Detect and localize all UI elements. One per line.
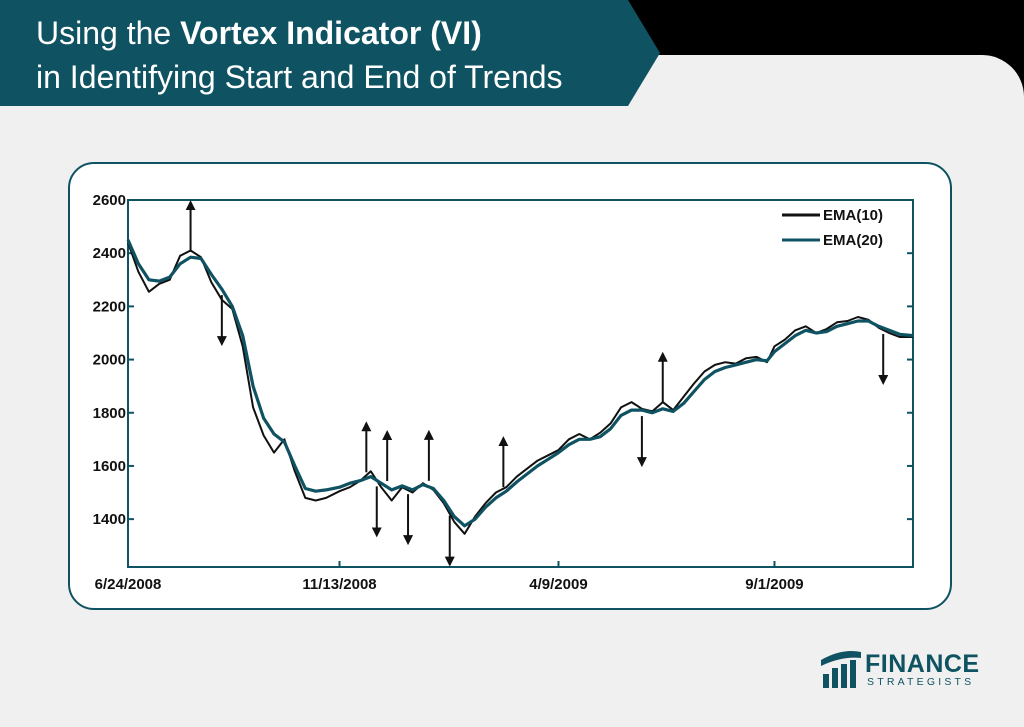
- signal-arrows: [185, 200, 889, 567]
- finance-strategists-logo: FINANCE STRATEGISTS: [820, 650, 980, 694]
- plot-frame: [127, 199, 914, 568]
- series-lines: [126, 239, 914, 535]
- legend-label: EMA(20): [823, 232, 883, 249]
- logo-name: FINANCE: [865, 650, 980, 678]
- chart-card: [68, 162, 952, 610]
- y-tick-label: 2000: [93, 352, 126, 369]
- title-line2: in Identifying Start and End of Trends: [36, 59, 563, 95]
- title-bold: Vortex Indicator (VI): [180, 15, 482, 51]
- legend: EMA(10) EMA(20): [782, 207, 883, 249]
- x-tick-label: 4/9/2009: [529, 576, 587, 593]
- y-tick-label: 1600: [93, 458, 126, 475]
- bar-chart-icon: [821, 651, 861, 688]
- y-tick-label: 2400: [93, 245, 126, 262]
- vortex-chart: 1400 1600 1800 2000 2200 2400 2600 6/24/2008 11…: [93, 192, 914, 593]
- y-tick-label: 1400: [93, 511, 126, 528]
- y-axis: 1400 1600 1800 2000 2200 2400 2600: [93, 192, 913, 528]
- y-tick-label: 2200: [93, 298, 126, 315]
- y-tick-label: 1800: [93, 405, 126, 422]
- title-prefix: Using the: [36, 15, 181, 51]
- x-axis: 6/24/2008 11/13/2008 4/9/2009 9/1/2009: [95, 561, 804, 593]
- x-tick-label: 9/1/2009: [745, 576, 803, 593]
- x-tick-label: 11/13/2008: [302, 576, 376, 593]
- series-line-ema10: [127, 242, 913, 535]
- series-line-ema20: [126, 239, 914, 528]
- title-banner: Using the Vortex Indicator (VI) in Ident…: [0, 0, 660, 106]
- legend-label: EMA(10): [823, 207, 883, 224]
- y-tick-label: 2600: [93, 192, 126, 209]
- x-tick-label: 6/24/2008: [95, 576, 162, 593]
- logo-subtitle: STRATEGISTS: [867, 676, 975, 688]
- page-title: Using the Vortex Indicator (VI) in Ident…: [36, 11, 563, 99]
